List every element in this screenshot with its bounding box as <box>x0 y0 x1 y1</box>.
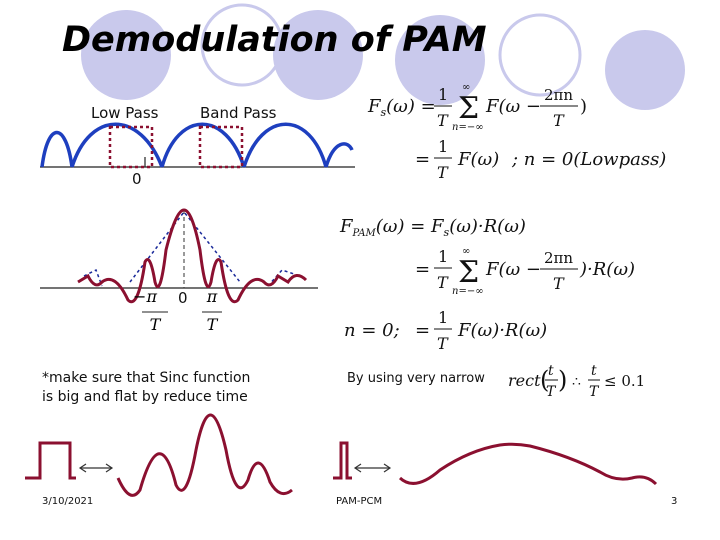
rect-paren-close: ) <box>558 366 567 394</box>
wide-pulse <box>25 441 76 480</box>
narrow-pulse <box>333 441 352 480</box>
eq4-sum: Σ <box>458 255 479 290</box>
zero-label-middle: 0 <box>178 289 188 307</box>
low-pass-label: Low Pass <box>91 104 159 122</box>
pi-denominator: T <box>207 315 219 334</box>
eq1-frac-num: 2πn <box>544 86 573 104</box>
sum-lower: n=−∞ <box>452 122 484 133</box>
rect-den: T <box>546 384 557 400</box>
fraction-denominator: T <box>437 111 449 130</box>
note-line-1: *make sure that Sinc function <box>42 370 251 386</box>
decor-circle <box>273 10 363 100</box>
eq5-num: 1 <box>438 308 448 327</box>
slide-title: Demodulation of PAM <box>62 20 487 60</box>
spectrum-lobe <box>160 122 246 168</box>
eq4-close: )·R(ω) <box>579 259 635 280</box>
eq5-body: F(ω)·R(ω) <box>457 320 547 341</box>
eq2-cond: ; n = 0(Lowpass) <box>511 149 666 170</box>
band-pass-filter <box>198 125 244 169</box>
eq4-frac-num: 2πn <box>544 249 573 267</box>
pi-label: π <box>206 287 218 306</box>
eq5-den: T <box>437 334 449 353</box>
therefore: ∴ <box>572 374 581 390</box>
eq4-sum-lower: n=−∞ <box>452 286 484 297</box>
decor-circle <box>605 30 685 110</box>
eq4-frac-den: T <box>553 274 565 293</box>
wide-sinc <box>116 413 293 497</box>
eq4-body: F(ω − <box>485 259 541 280</box>
equation-fpam-sum: = <box>415 259 430 280</box>
eq2-den: T <box>437 163 449 182</box>
equation-fpam: FPAM(ω) = Fs(ω)·R(ω) <box>339 216 526 239</box>
cond-value: ≤ 0.1 <box>604 372 645 390</box>
eq5-eq: = <box>415 320 430 341</box>
eq2-body: F(ω) <box>457 149 499 170</box>
band-pass-label: Band Pass <box>200 104 277 122</box>
fraction-numerator: 1 <box>438 85 448 104</box>
decor-circle <box>395 15 485 105</box>
zero-label-top: 0 <box>132 170 142 188</box>
page-number: 3 <box>671 496 678 507</box>
width-arrow-right <box>353 463 392 473</box>
spectrum-lobe <box>324 142 354 168</box>
eq4-num: 1 <box>438 247 448 266</box>
footer-center: PAM-PCM <box>336 496 383 507</box>
eq4-sum-upper: ∞ <box>462 246 470 257</box>
low-pass-filter <box>108 125 154 169</box>
sampled-sinc-curve <box>77 208 308 304</box>
spectrum-lobe <box>40 130 74 168</box>
spectrum-lobe <box>70 122 164 168</box>
sum-symbol: Σ <box>458 91 479 126</box>
eq4-den: T <box>437 273 449 292</box>
footer-date: 3/10/2021 <box>42 496 94 507</box>
eq1-body: F(ω − <box>485 96 541 117</box>
rect-paren: ( <box>540 366 549 394</box>
width-arrow-left <box>78 463 114 473</box>
rect-equation: rect <box>508 371 541 390</box>
neg-pi-denominator: T <box>150 315 162 334</box>
spectrum-lobe <box>242 122 328 168</box>
eq2-num: 1 <box>438 137 448 156</box>
decor-circle <box>81 10 171 100</box>
dashed-envelope <box>267 269 301 287</box>
sum-upper: ∞ <box>462 82 470 93</box>
eq1-close: ) <box>580 96 587 117</box>
decor-circle <box>498 13 582 97</box>
narrow-text: By using very narrow <box>347 371 485 386</box>
cond-num: t <box>591 363 597 379</box>
equation-lowpass: = <box>415 149 430 170</box>
eq1-frac-den: T <box>553 111 565 130</box>
cond-den: T <box>589 384 600 400</box>
equation-n0: n = 0; <box>344 320 400 341</box>
dashed-envelope <box>83 268 103 287</box>
neg-pi-label: −π <box>133 287 157 306</box>
flat-sinc <box>398 442 658 486</box>
rect-num: t <box>548 363 554 379</box>
note-line-2: is big and flat by reduce time <box>42 389 248 405</box>
